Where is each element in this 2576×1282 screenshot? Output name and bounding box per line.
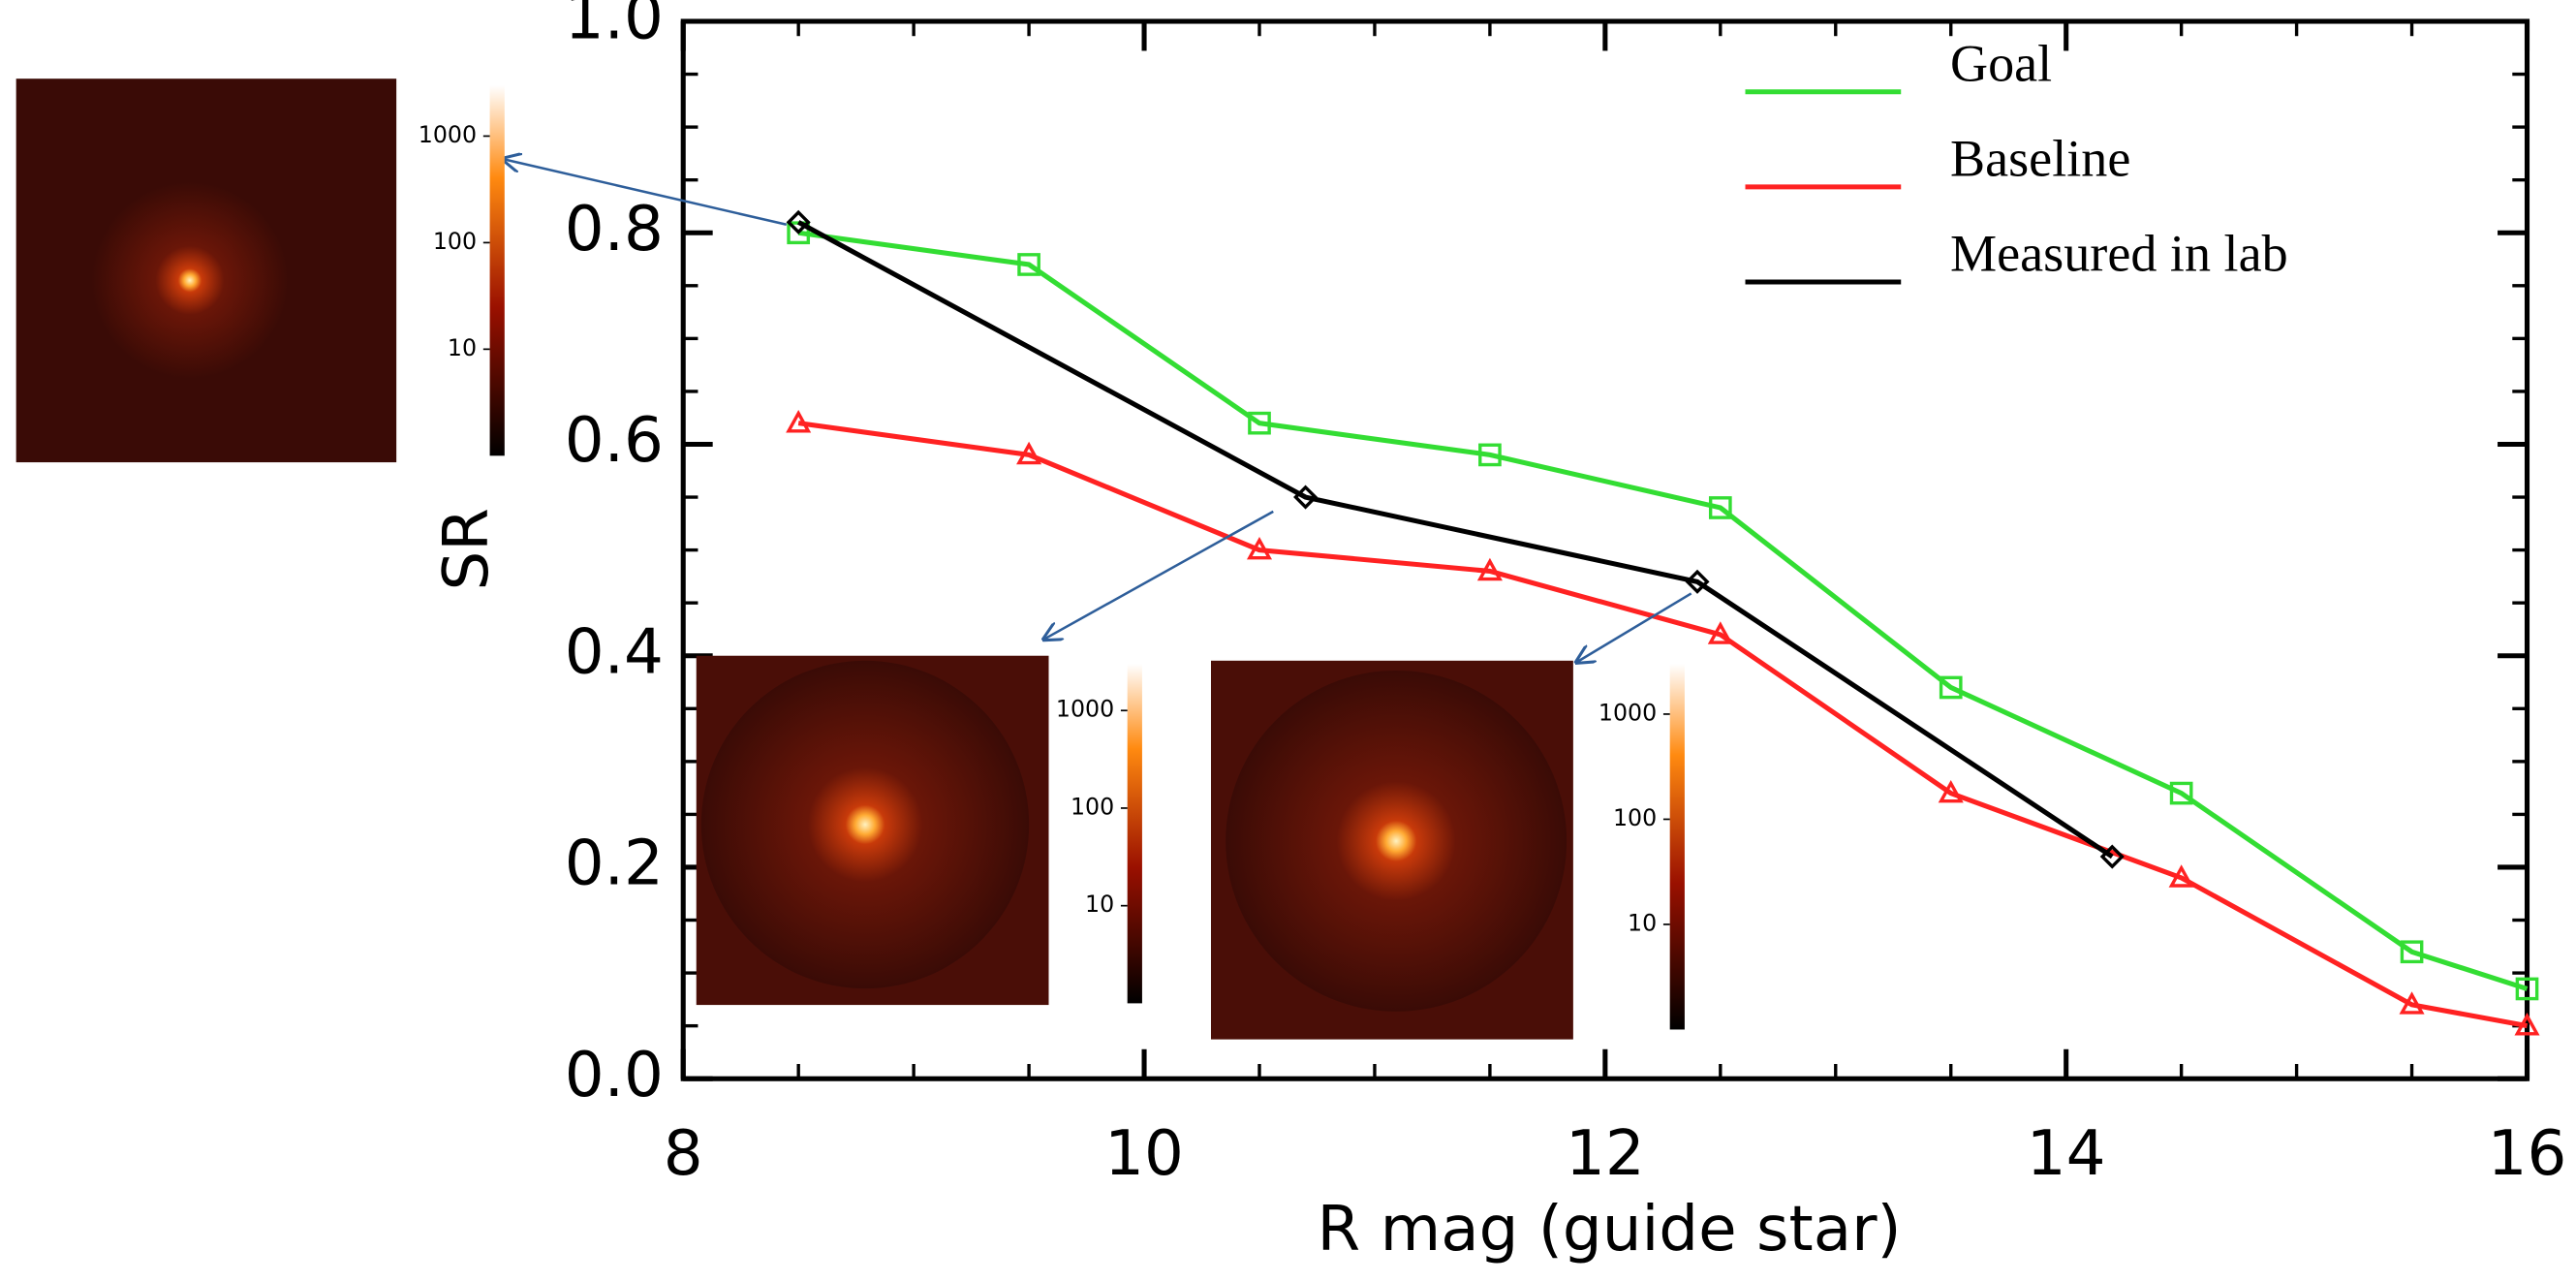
- arrow: [503, 159, 788, 227]
- legend-label: Measured in lab: [1950, 225, 2288, 283]
- marker: [1016, 441, 1042, 465]
- colorbar-tick-label: 1000: [1598, 699, 1657, 726]
- marker: [2399, 991, 2425, 1015]
- marker: [1938, 779, 1964, 803]
- marker: [2515, 977, 2539, 1001]
- marker: [1017, 253, 1040, 276]
- marker: [1708, 496, 1732, 519]
- marker: [786, 410, 812, 433]
- y-tick-label: 0.4: [565, 615, 664, 688]
- psf-spot: [700, 660, 1030, 989]
- marker: [2400, 940, 2424, 964]
- marker: [1939, 675, 1963, 700]
- colorbar-tick-label: 10: [1628, 909, 1657, 936]
- colorbar-tick-label: 100: [433, 228, 477, 255]
- plot-frame: [680, 18, 2530, 1081]
- inset: [696, 655, 1049, 1006]
- marker: [1293, 485, 1319, 510]
- marker: [1476, 557, 1503, 581]
- y-tick-label: 1.0: [565, 0, 664, 54]
- colorbar-tick-label: 100: [1613, 804, 1657, 831]
- marker: [1685, 569, 1710, 594]
- marker: [1478, 443, 1502, 467]
- legend-label: Baseline: [1950, 130, 2130, 188]
- marker: [786, 209, 811, 235]
- series-line: [797, 230, 2529, 991]
- marker: [1248, 411, 1271, 435]
- series-line: [797, 421, 2528, 1029]
- x-tick-label: 14: [2027, 1117, 2106, 1190]
- psf-spot: [1226, 670, 1567, 1012]
- series-line: [796, 220, 2114, 860]
- arrow: [1043, 510, 1274, 640]
- colorbar-tick-label: 10: [1085, 891, 1114, 918]
- psf-spot: [91, 181, 289, 379]
- x-tick-label: 12: [1566, 1117, 1645, 1190]
- marker: [2099, 844, 2125, 869]
- marker: [2168, 864, 2194, 888]
- colorbar-tick-label: 100: [1071, 793, 1114, 820]
- marker: [1707, 621, 1733, 644]
- legend-label: Goal: [1950, 34, 2052, 92]
- inset: [1210, 660, 1573, 1040]
- marker: [2169, 781, 2193, 805]
- x-tick-label: 8: [664, 1117, 703, 1190]
- x-axis-title: R mag (guide star): [1318, 1193, 1902, 1266]
- y-tick-label: 0.2: [565, 828, 664, 900]
- arrow: [1576, 592, 1692, 662]
- x-tick-label: 16: [2488, 1117, 2567, 1190]
- marker: [1246, 536, 1273, 560]
- marker: [2514, 1013, 2540, 1036]
- inset: [16, 78, 397, 463]
- y-tick-label: 0.6: [565, 404, 664, 477]
- x-tick-label: 10: [1104, 1117, 1184, 1190]
- colorbar-tick-label: 1000: [1056, 696, 1114, 723]
- colorbar: [1669, 664, 1685, 1030]
- colorbar: [1127, 664, 1142, 1004]
- colorbar-tick-label: 10: [448, 334, 477, 361]
- y-axis-title: SR: [430, 508, 503, 590]
- colorbar: [489, 84, 505, 456]
- colorbar-tick-label: 1000: [419, 121, 477, 148]
- y-tick-label: 0.8: [565, 193, 664, 266]
- y-tick-label: 0.0: [565, 1039, 664, 1111]
- series-layer: [786, 209, 2540, 1036]
